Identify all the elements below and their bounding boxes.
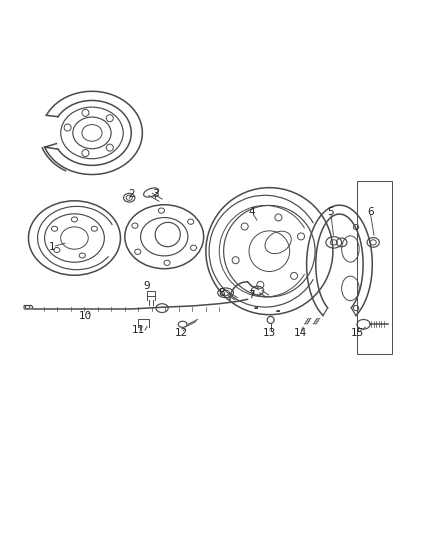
Text: 11: 11 [131,325,145,335]
Text: 9: 9 [143,281,150,291]
Text: 12: 12 [175,328,188,338]
Text: 4: 4 [248,207,255,217]
Text: 2: 2 [128,189,135,199]
Text: 14: 14 [293,328,307,338]
Text: 13: 13 [263,328,276,338]
Text: 3: 3 [152,189,159,199]
Text: 8: 8 [218,288,225,298]
Text: 6: 6 [367,207,374,217]
Text: 15: 15 [350,328,364,338]
Text: 10: 10 [79,311,92,320]
Bar [357,181,392,354]
Text: 1: 1 [49,242,56,252]
Text: 5: 5 [327,207,334,217]
Text: 7: 7 [248,290,255,300]
